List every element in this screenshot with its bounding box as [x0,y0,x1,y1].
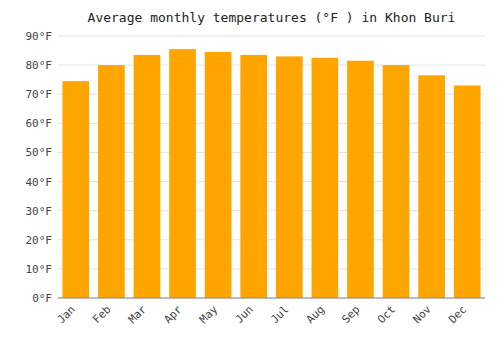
chart-container: Average monthly temperatures (°F ) in Kh… [0,0,500,350]
y-tick-label: 0°F [32,292,52,305]
bar [347,61,374,298]
x-tick-label: Dec [446,303,469,326]
x-tick-label: Apr [161,303,185,327]
grid-line [58,36,485,37]
x-tick-label: Aug [304,303,327,326]
bars [62,49,480,298]
x-tick-label: Mar [126,303,150,327]
x-axis-line [58,298,485,299]
y-tick-label: 20°F [26,234,53,247]
bar [169,49,196,298]
bar [276,56,303,298]
x-tick-label: Jan [55,303,78,326]
x-tick-label: Jun [233,303,256,326]
bar [312,58,339,298]
bar [454,85,481,298]
x-tick-label: Jul [268,303,291,326]
bar [205,52,232,298]
bar [418,75,445,298]
title: Average monthly temperatures (°F ) in Kh… [88,10,456,25]
y-tick-label: 70°F [26,88,53,101]
bar [62,81,89,298]
x-tick-label: Oct [375,303,398,326]
chart-svg: Average monthly temperatures (°F ) in Kh… [0,0,500,350]
bar [98,65,125,298]
y-tick-label: 10°F [26,263,53,276]
y-tick-label: 50°F [26,146,53,159]
x-tick-label: Nov [411,303,435,327]
page: {"chart_data": {"type": "bar", "title": … [0,0,500,350]
bar [240,55,267,298]
y-tick-label: 30°F [26,205,53,218]
bar [134,55,161,298]
grid [58,36,485,298]
y-tick-label: 40°F [26,176,53,189]
x-tick-label: Sep [339,303,362,326]
grid-line [58,298,485,299]
x-tick-label: May [197,303,221,327]
x-tick-label: Feb [90,303,113,326]
y-tick-label: 80°F [26,59,53,72]
y-tick-label: 60°F [26,117,53,130]
bar [383,65,410,298]
y-tick-label: 90°F [26,30,53,43]
